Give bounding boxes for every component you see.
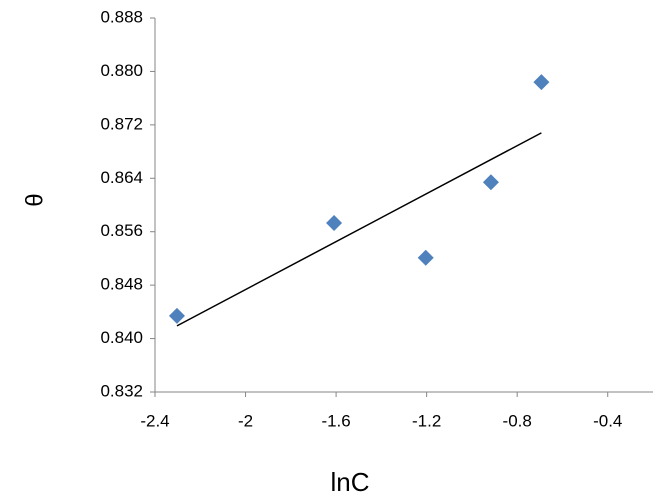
trendline (176, 132, 542, 327)
y-tick-label: 0.832 (100, 381, 143, 400)
y-axis-title: θ (21, 193, 48, 206)
y-tick-label: 0.856 (100, 221, 143, 240)
y-tick-label: 0.880 (100, 61, 143, 80)
data-point (417, 249, 434, 266)
x-tick-label: -0.4 (593, 411, 622, 430)
x-tick-label: -1.2 (412, 411, 441, 430)
y-tick-label: 0.888 (100, 7, 143, 26)
y-tick-label: 0.840 (100, 328, 143, 347)
y-tick-label: 0.848 (100, 275, 143, 294)
y-tick-label: 0.864 (100, 168, 143, 187)
x-tick-label: -1.6 (321, 411, 350, 430)
x-tick-label: -2 (238, 411, 253, 430)
data-point (533, 74, 550, 91)
x-axis-title: lnC (330, 467, 369, 497)
data-point (168, 307, 185, 324)
x-tick-label: -0.8 (503, 411, 532, 430)
x-tick-label: -2.4 (140, 411, 169, 430)
data-point (482, 174, 499, 191)
data-point (326, 215, 343, 232)
y-tick-label: 0.872 (100, 114, 143, 133)
